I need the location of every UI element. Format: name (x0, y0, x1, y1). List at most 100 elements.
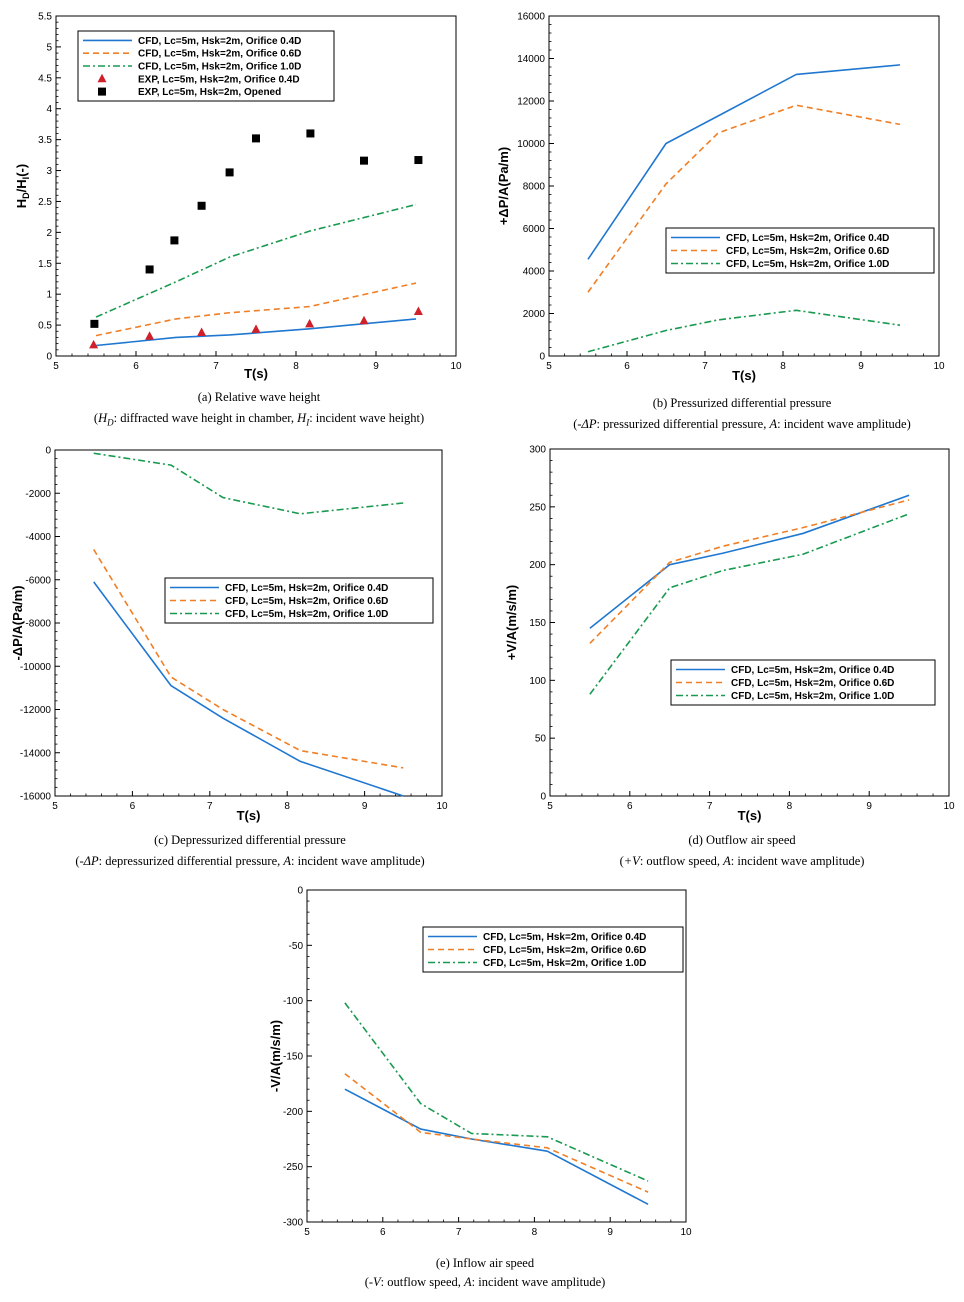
exp-square-point (145, 265, 154, 274)
x-tick-label: 6 (627, 801, 633, 812)
legend-label: CFD, Lc=5m, Hsk=2m, Orifice 0.4D (138, 36, 301, 47)
y-tick-label: 2 (46, 228, 52, 239)
caption-c-desc: (-ΔP: depressurized differential pressur… (75, 854, 425, 868)
legend-label: CFD, Lc=5m, Hsk=2m, Orifice 0.6D (225, 596, 388, 607)
y-tick-label: 2000 (523, 309, 546, 320)
x-axis-label: T(s) (244, 366, 268, 381)
y-tick-label: 16000 (517, 12, 545, 23)
y-tick-label: 0 (46, 352, 52, 363)
x-tick-label: 8 (780, 361, 786, 372)
series-group-d (589, 494, 910, 695)
legend-marker (97, 73, 107, 83)
y-axis-label: +V/A(m/s/m) (504, 585, 519, 661)
chart-a: 5 6 7 8 9 10 0 0.5 1 1.5 2 2.5 3 3.5 4 4.5 5 5.5 T(s) HD/HI… (14, 12, 462, 382)
x-tick-label: 9 (607, 1227, 613, 1238)
legend-a: CFD, Lc=5m, Hsk=2m, Orifice 0.4D CFD, Lc=… (77, 30, 335, 102)
x-tick-label: 5 (52, 801, 58, 812)
exp-triangle-point (413, 306, 423, 315)
y-tick-label: 100 (529, 676, 546, 687)
caption-d: (d) Outflow air speed (+V: outflow speed… (520, 833, 964, 869)
series-group-a (89, 129, 423, 349)
caption-b-title: (b) Pressurized differential pressure (652, 396, 832, 410)
x-tick-label: 8 (284, 801, 290, 812)
y-tick-label: 0 (540, 792, 546, 803)
legend-b: CFD, Lc=5m, Hsk=2m, Orifice 0.4D CFD, Lc=… (665, 227, 935, 274)
caption-b: (b) Pressurized differential pressure (-… (520, 396, 964, 432)
y-tick-label: 0 (297, 886, 303, 897)
caption-a-desc: (HD: diffracted wave height in chamber, … (93, 411, 425, 428)
y-tick-label: 0 (45, 446, 51, 457)
y-tick-label: -8000 (25, 619, 51, 630)
series-line-dash (93, 549, 404, 769)
x-tick-label: 10 (436, 801, 448, 812)
legend-label: EXP, Lc=5m, Hsk=2m, Orifice 0.4D (138, 74, 300, 85)
x-tick-label: 9 (362, 801, 368, 812)
series-line-solid (93, 581, 404, 797)
x-tick-label: 5 (546, 361, 552, 372)
y-tick-label: -2000 (25, 489, 51, 500)
caption-a-title: (a) Relative wave height (197, 390, 321, 404)
caption-e: (e) Inflow air speed (-V: outflow speed,… (270, 1256, 700, 1290)
legend-label: CFD, Lc=5m, Hsk=2m, Orifice 0.4D (225, 583, 388, 594)
y-tick-label: 4 (46, 104, 52, 115)
y-tick-label: 3 (46, 166, 52, 177)
y-tick-label: 4000 (523, 267, 546, 278)
caption-c: (c) Depressurized differential pressure … (20, 833, 480, 869)
exp-triangle-point (197, 327, 207, 337)
x-tick-label: 7 (456, 1227, 462, 1238)
x-tick-label: 6 (130, 801, 136, 812)
caption-e-desc: (-V: outflow speed, A: incident wave amp… (364, 1275, 606, 1289)
series-line-dash (589, 499, 910, 644)
legend-box (670, 659, 936, 706)
x-tick-label: 10 (680, 1227, 692, 1238)
y-tick-label: -10000 (20, 662, 52, 673)
series-line-dash (344, 1073, 649, 1193)
y-tick-label: 250 (529, 502, 546, 513)
legend-box (164, 577, 434, 624)
y-tick-label: 0.5 (38, 321, 52, 332)
legend-label: CFD, Lc=5m, Hsk=2m, Orifice 1.0D (225, 609, 388, 620)
exp-square-point (306, 129, 315, 138)
y-tick-label: 14000 (517, 54, 545, 65)
series-line-dashdot (93, 452, 404, 515)
y-tick-label: 12000 (517, 97, 545, 108)
plot-frame-d (549, 448, 950, 797)
y-tick-label: -300 (283, 1218, 303, 1229)
x-tick-label: 7 (702, 361, 708, 372)
series-line-dashdot (344, 1002, 649, 1182)
caption-c-title: (c) Depressurized differential pressure (154, 833, 346, 847)
y-axis-label: HD/HI(-) (14, 164, 31, 208)
x-tick-label: 6 (133, 361, 139, 372)
exp-triangle-point (251, 324, 261, 333)
exp-triangle-point (145, 331, 155, 340)
legend-label: CFD, Lc=5m, Hsk=2m, Orifice 0.6D (483, 945, 646, 956)
series-line-solid (95, 318, 417, 347)
x-tick-label: 9 (858, 361, 864, 372)
x-tick-label: 8 (787, 801, 793, 812)
legend-box (665, 227, 935, 274)
legend-label: CFD, Lc=5m, Hsk=2m, Orifice 0.4D (731, 665, 894, 676)
legend-label: CFD, Lc=5m, Hsk=2m, Orifice 0.6D (726, 246, 889, 257)
y-tick-label: 5.5 (38, 12, 52, 23)
x-tick-label: 8 (293, 361, 299, 372)
y-tick-label: -4000 (25, 532, 51, 543)
series-group-b (587, 64, 901, 353)
exp-triangle-point (359, 315, 369, 325)
exp-square-point (252, 134, 260, 143)
x-tick-label: 7 (213, 361, 219, 372)
x-tick-label: 5 (53, 361, 59, 372)
legend-e: CFD, Lc=5m, Hsk=2m, Orifice 0.4D CFD, Lc=… (422, 926, 684, 973)
y-tick-label: -200 (283, 1107, 303, 1118)
series-line-dashdot (587, 309, 901, 353)
legend-label: EXP, Lc=5m, Hsk=2m, Opened (138, 87, 281, 98)
y-tick-label: 5 (46, 42, 52, 53)
legend-label: CFD, Lc=5m, Hsk=2m, Orifice 0.6D (731, 678, 894, 689)
legend-label: CFD, Lc=5m, Hsk=2m, Orifice 0.4D (726, 233, 889, 244)
chart-e: 5 6 7 8 9 10 -300 -250 -200 -150 -100 -50 0 -V/A(m/s/… (268, 886, 692, 1239)
legend-box (77, 30, 335, 102)
exp-square-point (414, 156, 423, 165)
y-tick-label: -100 (283, 996, 303, 1007)
caption-d-title: (d) Outflow air speed (688, 833, 796, 847)
exp-triangle-point (89, 339, 99, 349)
